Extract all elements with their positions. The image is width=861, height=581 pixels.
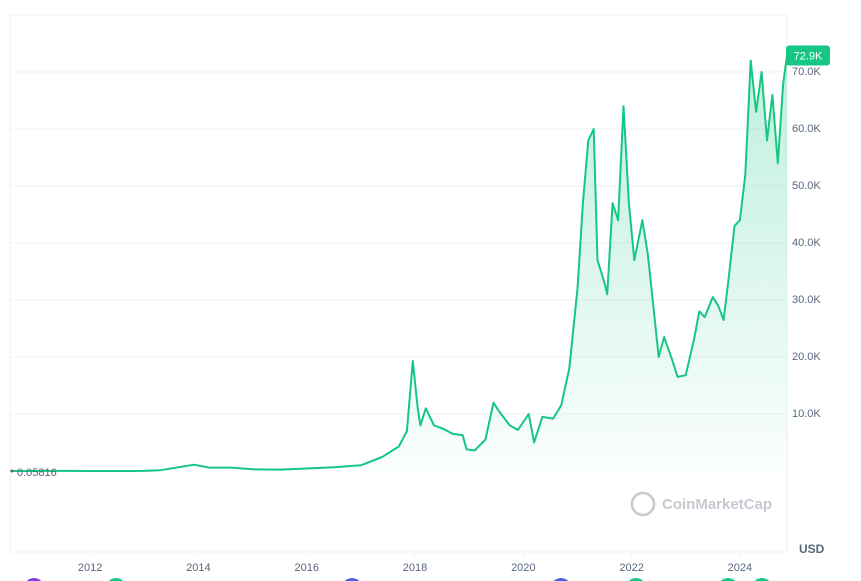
watermark: CoinMarketCap <box>630 491 772 517</box>
x-tick-label: 2016 <box>294 562 318 574</box>
event-marker[interactable] <box>752 578 772 581</box>
y-tick-label: 10.0K <box>792 408 821 420</box>
x-tick-label: 2012 <box>78 562 102 574</box>
price-line <box>11 55 788 472</box>
y-tick-label: 70.0K <box>792 66 821 78</box>
y-tick-label: 60.0K <box>792 123 821 135</box>
event-markers <box>24 578 772 581</box>
event-marker[interactable] <box>551 578 571 581</box>
watermark-text: CoinMarketCap <box>662 496 772 513</box>
y-tick-label: 20.0K <box>792 351 821 363</box>
current-price-badge: 72.9K <box>786 45 830 66</box>
area-fill <box>11 55 788 471</box>
currency-label: USD <box>799 542 825 556</box>
watermark-logo <box>630 491 656 517</box>
x-tick-label: 2024 <box>728 562 752 574</box>
event-marker[interactable] <box>106 578 126 581</box>
x-tick-label: 2018 <box>403 562 427 574</box>
current-price-label: 72.9K <box>794 50 823 62</box>
y-tick-label: 40.0K <box>792 237 821 249</box>
y-tick-label: 30.0K <box>792 294 821 306</box>
badge-bg <box>786 45 830 66</box>
marks <box>10 55 788 473</box>
x-tick-label: 2020 <box>511 562 535 574</box>
labels: 10.0K 20.0K 30.0K 40.0K 50.0K 60.0K 70.0K 2012 2… <box>17 45 830 574</box>
start-dot <box>10 469 14 473</box>
y-tick-label: 50.0K <box>792 180 821 192</box>
event-marker[interactable] <box>24 578 44 581</box>
event-marker[interactable] <box>342 578 362 581</box>
event-marker[interactable] <box>626 578 646 581</box>
x-tick-label: 2022 <box>619 562 643 574</box>
x-tick-label: 2014 <box>186 562 210 574</box>
start-price-label: 0.05816 <box>17 467 57 479</box>
grid <box>10 71 787 556</box>
event-marker[interactable] <box>718 578 738 581</box>
